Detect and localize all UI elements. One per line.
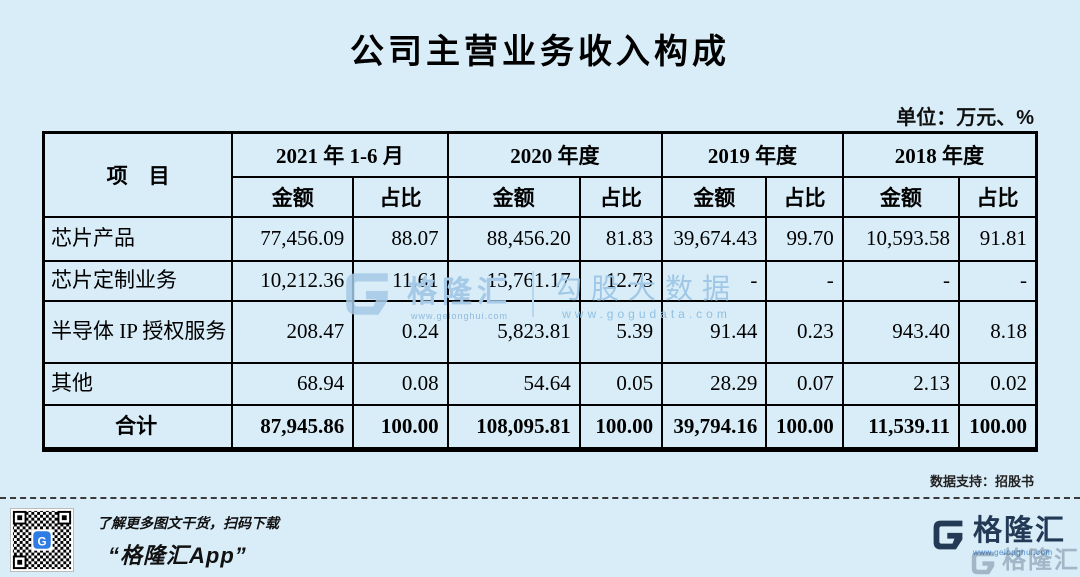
table-cell: 91.81 <box>957 215 1038 262</box>
unit-note: 单位：万元、% <box>896 107 1034 129</box>
qr-center-logo: G <box>31 529 53 551</box>
page-title: 公司主营业务收入构成 <box>350 33 730 71</box>
col-header-period-2020: 2020 年度 <box>446 131 664 178</box>
table-cell: - <box>841 259 960 302</box>
table-cell: 0.07 <box>765 361 844 406</box>
table-cell: 88,456.20 <box>446 215 581 262</box>
brand-url-text: www.gelonghui.com <box>972 548 1053 557</box>
brand-name-text: 格隆汇 <box>972 515 1066 547</box>
table-cell: 10,212.36 <box>231 259 355 302</box>
table-cell: 11,539.11 <box>841 403 960 451</box>
gelonghui-logo-icon <box>971 551 995 575</box>
gelonghui-brand-logo: 格隆汇 www.gelonghui.com <box>930 517 1066 557</box>
header-row-periods: 项 目 2021 年 1-6 月 2020 年度 2019 年度 2018 年度 <box>42 131 1038 218</box>
table-cell: 87,945.86 <box>231 403 355 451</box>
col-header-amount: 金额 <box>231 175 355 218</box>
header-row-metrics: 金额 占比 金额 占比 金额 占比 金额 占比 <box>44 175 1038 218</box>
col-header-ratio: 占比 <box>352 175 449 218</box>
table-cell: 91.44 <box>661 299 768 364</box>
table-cell: 108,095.81 <box>446 403 581 451</box>
table-row: 芯片产品 77,456.09 88.07 88,456.20 81.83 39,… <box>42 215 1038 262</box>
brand-name-text: 格隆汇 <box>1002 547 1080 574</box>
data-source-note: 数据支持：招股书 <box>929 474 1034 489</box>
table-cell: 0.24 <box>352 299 449 364</box>
col-header-ratio: 占比 <box>578 175 664 218</box>
col-header-ratio: 占比 <box>957 175 1038 218</box>
table-cell: 208.47 <box>231 299 355 364</box>
col-header-period-2019: 2019 年度 <box>661 131 844 178</box>
table-cell: - <box>661 259 768 302</box>
table-cell: 0.02 <box>957 361 1038 406</box>
row-item-label: 芯片定制业务 <box>42 259 234 302</box>
col-header-period-2018: 2018 年度 <box>841 131 1038 178</box>
table-cell: 0.08 <box>352 361 449 406</box>
table-cell: 100.00 <box>578 403 664 451</box>
revenue-table-wrapper: 项 目 2021 年 1-6 月 2020 年度 2019 年度 2018 年度… <box>42 131 1038 452</box>
table-cell: 10,593.58 <box>841 215 960 262</box>
dashed-divider <box>0 497 1080 499</box>
gelonghui-logo-icon <box>933 520 963 550</box>
table-cell: 5.39 <box>578 299 664 364</box>
qr-code-image: G <box>11 509 73 571</box>
table-total-row: 合计 87,945.86 100.00 108,095.81 100.00 39… <box>42 403 1038 451</box>
table-cell: 28.29 <box>661 361 768 406</box>
table-cell: - <box>957 259 1038 302</box>
app-name-caption: “格隆汇App” <box>108 543 247 568</box>
table-cell: 88.07 <box>352 215 449 262</box>
table-cell: 100.00 <box>957 403 1038 451</box>
table-row: 半导体 IP 授权服务 208.47 0.24 5,823.81 5.39 91… <box>42 299 1038 364</box>
row-item-label: 半导体 IP 授权服务 <box>42 299 234 364</box>
table-cell: 5,823.81 <box>446 299 581 364</box>
table-cell: 2.13 <box>841 361 960 406</box>
table-cell: 8.18 <box>957 299 1038 364</box>
revenue-table: 项 目 2021 年 1-6 月 2020 年度 2019 年度 2018 年度… <box>42 131 1038 452</box>
table-cell: 100.00 <box>765 403 844 451</box>
table-cell: 39,794.16 <box>661 403 768 451</box>
col-header-amount: 金额 <box>446 175 581 218</box>
table-cell: 0.23 <box>765 299 844 364</box>
table-cell: 77,456.09 <box>231 215 355 262</box>
col-header-period-2021: 2021 年 1-6 月 <box>231 131 449 178</box>
svg-text:G: G <box>37 535 46 548</box>
table-cell: 13,761.17 <box>446 259 581 302</box>
table-row: 其他 68.94 0.08 54.64 0.05 28.29 0.07 2.13… <box>42 361 1038 406</box>
table-row: 芯片定制业务 10,212.36 11.61 13,761.17 12.73 -… <box>42 259 1038 302</box>
row-item-label: 芯片产品 <box>42 215 234 262</box>
col-header-ratio: 占比 <box>765 175 844 218</box>
table-cell: 68.94 <box>231 361 355 406</box>
table-cell: 11.61 <box>352 259 449 302</box>
row-item-label: 合计 <box>42 403 234 451</box>
table-cell: 39,674.43 <box>661 215 768 262</box>
table-cell: 81.83 <box>578 215 664 262</box>
qr-caption: 了解更多图文干货，扫码下载 <box>97 515 279 531</box>
col-header-item: 项 目 <box>42 131 234 218</box>
table-cell: 943.40 <box>841 299 960 364</box>
table-cell: 100.00 <box>352 403 449 451</box>
qr-code: G <box>10 508 74 572</box>
table-cell: 0.05 <box>578 361 664 406</box>
gelonghui-brand-logo-ghost: 格隆汇 <box>969 549 1080 577</box>
qr-finder-patterns <box>12 510 72 570</box>
table-cell: - <box>765 259 844 302</box>
footer: G 了解更多图文干货，扫码下载 “格隆汇App” 格隆汇 www.gelongh… <box>0 503 1080 577</box>
table-cell: 12.73 <box>578 259 664 302</box>
table-cell: 54.64 <box>446 361 581 406</box>
table-cell: 99.70 <box>765 215 844 262</box>
col-header-amount: 金额 <box>841 175 960 218</box>
col-header-amount: 金额 <box>661 175 768 218</box>
row-item-label: 其他 <box>42 361 234 406</box>
